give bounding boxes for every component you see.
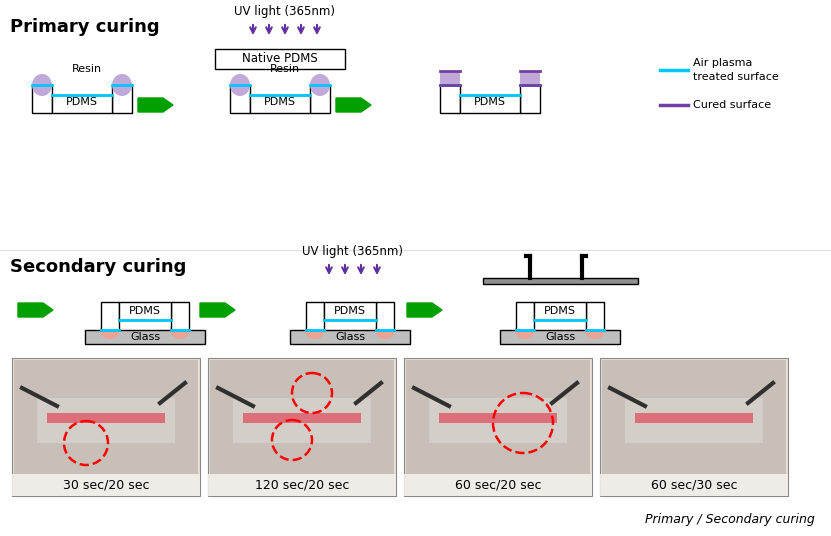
Text: Resin: Resin (72, 64, 102, 74)
Bar (439, 413, 557, 423)
Text: PDMS: PDMS (264, 97, 296, 107)
Bar (376, 302, 394, 330)
Bar (14, 360, 198, 474)
Bar (534, 302, 586, 320)
Bar (516, 302, 534, 330)
Bar (376, 323, 394, 330)
Ellipse shape (112, 74, 132, 96)
FancyArrow shape (336, 98, 371, 112)
Bar (290, 330, 410, 344)
Ellipse shape (100, 321, 120, 339)
Bar (243, 413, 361, 423)
Bar (500, 330, 620, 344)
Bar (460, 95, 520, 113)
Bar (171, 323, 189, 330)
Text: UV light (365nm): UV light (365nm) (234, 5, 336, 18)
Bar (101, 323, 119, 330)
Bar (171, 302, 189, 330)
Bar (233, 398, 371, 443)
Text: PDMS: PDMS (129, 306, 161, 316)
Ellipse shape (305, 321, 325, 339)
Ellipse shape (32, 74, 52, 96)
Bar (32, 85, 52, 113)
Bar (483, 278, 637, 284)
Text: Native PDMS: Native PDMS (242, 53, 318, 65)
Ellipse shape (230, 74, 250, 96)
Text: Resin: Resin (270, 64, 300, 74)
Text: Air plasma
treated surface: Air plasma treated surface (693, 58, 779, 82)
FancyArrow shape (200, 303, 235, 317)
Text: Glass: Glass (335, 332, 365, 342)
Bar (625, 398, 763, 443)
Text: PDMS: PDMS (474, 97, 506, 107)
Text: 120 sec/20 sec: 120 sec/20 sec (255, 479, 349, 492)
Text: PDMS: PDMS (544, 306, 576, 316)
Bar (230, 85, 250, 113)
Text: Primary curing: Primary curing (10, 18, 160, 36)
Bar (37, 398, 175, 443)
Text: Cured surface: Cured surface (693, 100, 771, 110)
Ellipse shape (375, 321, 395, 339)
Bar (306, 302, 324, 330)
Bar (210, 360, 394, 474)
Bar (85, 330, 205, 344)
Bar (119, 302, 171, 320)
Bar (600, 358, 788, 496)
Text: 60 sec/30 sec: 60 sec/30 sec (651, 479, 737, 492)
Bar (586, 302, 604, 330)
Bar (404, 358, 592, 496)
FancyArrow shape (138, 98, 173, 112)
Text: 60 sec/20 sec: 60 sec/20 sec (455, 479, 541, 492)
Ellipse shape (310, 74, 330, 96)
Bar (635, 413, 753, 423)
Bar (404, 474, 592, 496)
Bar (306, 323, 324, 330)
Bar (112, 85, 132, 113)
Text: Primary / Secondary curing: Primary / Secondary curing (645, 513, 815, 526)
Bar (208, 474, 396, 496)
FancyArrow shape (18, 303, 53, 317)
Text: UV light (365nm): UV light (365nm) (302, 245, 404, 258)
Text: 30 sec/20 sec: 30 sec/20 sec (63, 479, 150, 492)
Bar (600, 474, 788, 496)
Bar (520, 71, 540, 85)
Bar (586, 323, 604, 330)
Text: PDMS: PDMS (334, 306, 366, 316)
FancyArrow shape (407, 303, 442, 317)
Bar (516, 323, 534, 330)
Text: Secondary curing: Secondary curing (10, 258, 186, 276)
Bar (310, 85, 330, 113)
Bar (47, 413, 165, 423)
Text: Glass: Glass (130, 332, 160, 342)
Text: Glass: Glass (545, 332, 575, 342)
Bar (101, 302, 119, 330)
Bar (12, 358, 200, 496)
Bar (208, 358, 396, 496)
Bar (12, 474, 200, 496)
Ellipse shape (585, 321, 605, 339)
Bar (250, 95, 310, 113)
Text: PDMS: PDMS (66, 97, 98, 107)
Bar (520, 85, 540, 113)
Ellipse shape (515, 321, 535, 339)
Bar (215, 49, 345, 69)
Bar (52, 95, 112, 113)
Bar (440, 71, 460, 85)
Bar (406, 360, 590, 474)
Ellipse shape (170, 321, 190, 339)
Bar (440, 85, 460, 113)
Bar (324, 302, 376, 320)
Bar (429, 398, 567, 443)
Bar (602, 360, 786, 474)
